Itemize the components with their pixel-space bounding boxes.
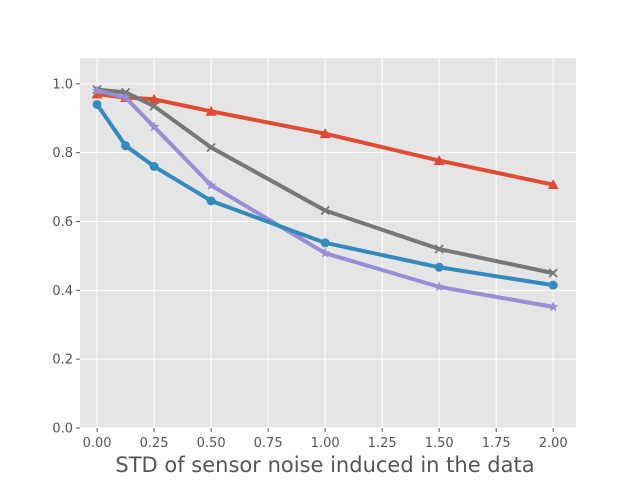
data-point: [434, 244, 444, 254]
data-point: [92, 99, 102, 109]
data-point: [320, 238, 330, 248]
data-point: [320, 205, 330, 216]
data-point: [319, 128, 331, 139]
x-tick-label: 1.25: [368, 436, 397, 451]
x-tick-label: 2.00: [539, 436, 568, 451]
y-tick-label: 0.8: [52, 146, 73, 161]
data-point: [148, 93, 160, 104]
series-layer: [91, 85, 559, 312]
data-point: [547, 301, 559, 312]
data-point: [206, 196, 216, 206]
data-point: [205, 179, 217, 190]
data-point: [433, 155, 445, 165]
data-point: [548, 268, 558, 278]
y-tick-label: 0.2: [52, 353, 73, 368]
data-point: [148, 121, 160, 132]
x-tick-label: 1.00: [311, 436, 340, 451]
x-tick-label: 0.25: [140, 436, 169, 451]
data-point: [120, 92, 131, 103]
grid: [80, 58, 576, 429]
x-tick-label: 0.00: [83, 436, 112, 451]
data-point: [433, 281, 445, 292]
data-point: [206, 142, 216, 153]
data-point: [319, 247, 331, 258]
data-point: [91, 88, 103, 99]
x-tick-label: 1.75: [482, 436, 511, 451]
x-tick-label: 1.50: [425, 436, 454, 451]
ticks: 0.00 0.25 0.50 0.75 1.00 1.25 1.50 1.75 2.00 0.0 0…: [52, 77, 567, 451]
x-tick-label: 0.75: [254, 436, 283, 451]
series: [91, 85, 559, 312]
data-point: [149, 101, 159, 111]
x-axis-label: STD of sensor noise induced in the data: [115, 453, 534, 477]
data-point: [205, 105, 217, 116]
x-tick-label: 0.50: [197, 436, 226, 451]
data-point: [91, 85, 103, 96]
data-point: [434, 262, 444, 272]
data-point: [547, 179, 559, 190]
data-point: [121, 141, 131, 151]
y-tick-label: 0.0: [52, 422, 73, 437]
y-tick-label: 0.6: [52, 215, 73, 230]
data-point: [548, 280, 558, 290]
series: [92, 99, 558, 290]
y-tick-label: 1.0: [52, 77, 73, 92]
y-tick-label: 0.4: [52, 284, 73, 299]
data-point: [149, 161, 159, 171]
